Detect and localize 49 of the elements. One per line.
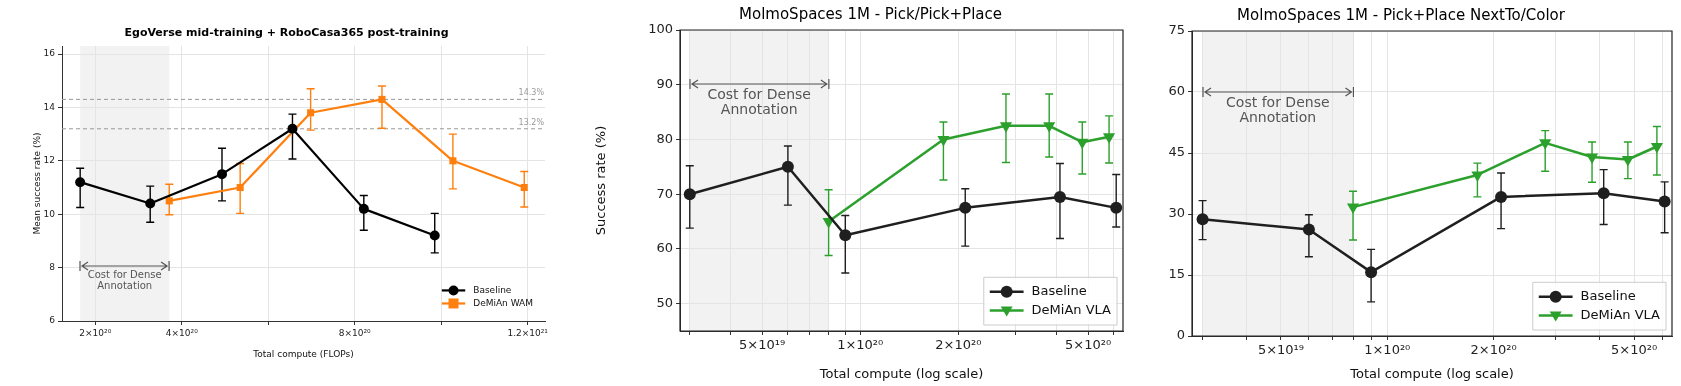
y-tick-label: 15 bbox=[1168, 266, 1185, 282]
x-tick-label: 8×10²⁰ bbox=[338, 327, 372, 338]
x-tick-label: 2×10²⁰ bbox=[935, 337, 982, 353]
x-tick-label: 4×10²⁰ bbox=[165, 327, 199, 338]
y-tick-label: 80 bbox=[656, 130, 673, 146]
y-tick-label: 0 bbox=[1176, 327, 1185, 343]
legend-label: Baseline bbox=[1580, 288, 1636, 304]
chart-title: EgoVerse mid-training + RoboCasa365 post-training bbox=[124, 26, 449, 40]
y-axis-title: Mean success rate (%) bbox=[31, 132, 42, 235]
x-tick-label: 5×10²⁰ bbox=[1064, 337, 1112, 353]
y-tick-label: 6 bbox=[49, 315, 56, 326]
band-label: Cost for Dense Annotation bbox=[1226, 93, 1330, 125]
x-tick-label: 5×10¹⁹ bbox=[739, 337, 786, 353]
x-tick-label: 2×10²⁰ bbox=[1470, 342, 1517, 358]
y-tick-label: 60 bbox=[656, 240, 673, 256]
legend-label: DeMiAn VLA bbox=[1580, 306, 1661, 322]
y-tick-label: 12 bbox=[43, 155, 55, 166]
x-axis-title: Total compute (FLOPs) bbox=[252, 348, 354, 359]
x-tick-label: 1×10²⁰ bbox=[1364, 342, 1411, 358]
x-tick-label: 5×10²⁰ bbox=[1611, 342, 1658, 358]
y-tick-label: 100 bbox=[648, 21, 673, 37]
legend-label: DeMiAn VLA bbox=[1031, 301, 1112, 317]
y-tick-label: 70 bbox=[656, 185, 673, 201]
ref-line-label: 13.2% bbox=[518, 117, 545, 127]
band-label: Cost for Dense Annotation bbox=[87, 268, 162, 291]
x-axis-title: Total compute (log scale) bbox=[1349, 365, 1514, 381]
legend-label: Baseline bbox=[473, 284, 512, 295]
chart-title: MolmoSpaces 1M - Pick+Place NextTo/Color bbox=[1237, 5, 1566, 24]
y-tick-label: 16 bbox=[43, 48, 56, 59]
y-tick-label: 90 bbox=[656, 76, 673, 92]
y-tick-label: 10 bbox=[43, 208, 56, 219]
band-label: Cost for Dense Annotation bbox=[707, 85, 811, 117]
y-tick-label: 45 bbox=[1168, 144, 1185, 160]
y-tick-label: 14 bbox=[43, 101, 56, 112]
legend-label: Baseline bbox=[1031, 283, 1087, 299]
y-tick-label: 60 bbox=[1168, 83, 1185, 99]
x-tick-label: 1.2×10²¹ bbox=[507, 327, 549, 338]
x-tick-label: 5×10¹⁹ bbox=[1257, 342, 1305, 358]
x-tick-label: 1×10²⁰ bbox=[837, 337, 884, 353]
ref-line-label: 14.3% bbox=[518, 88, 545, 98]
x-tick-label: 2×10²⁰ bbox=[79, 327, 112, 338]
x-axis-title: Total compute (log scale) bbox=[818, 365, 984, 381]
y-tick-label: 75 bbox=[1168, 22, 1185, 38]
y-tick-label: 50 bbox=[656, 295, 673, 311]
y-tick-label: 30 bbox=[1168, 205, 1185, 221]
chart-title: MolmoSpaces 1M - Pick/Pick+Place bbox=[739, 4, 1002, 23]
y-axis-title: Success rate (%) bbox=[593, 125, 609, 236]
y-tick-label: 8 bbox=[49, 261, 56, 272]
legend-label: DeMiAn WAM bbox=[473, 297, 534, 308]
